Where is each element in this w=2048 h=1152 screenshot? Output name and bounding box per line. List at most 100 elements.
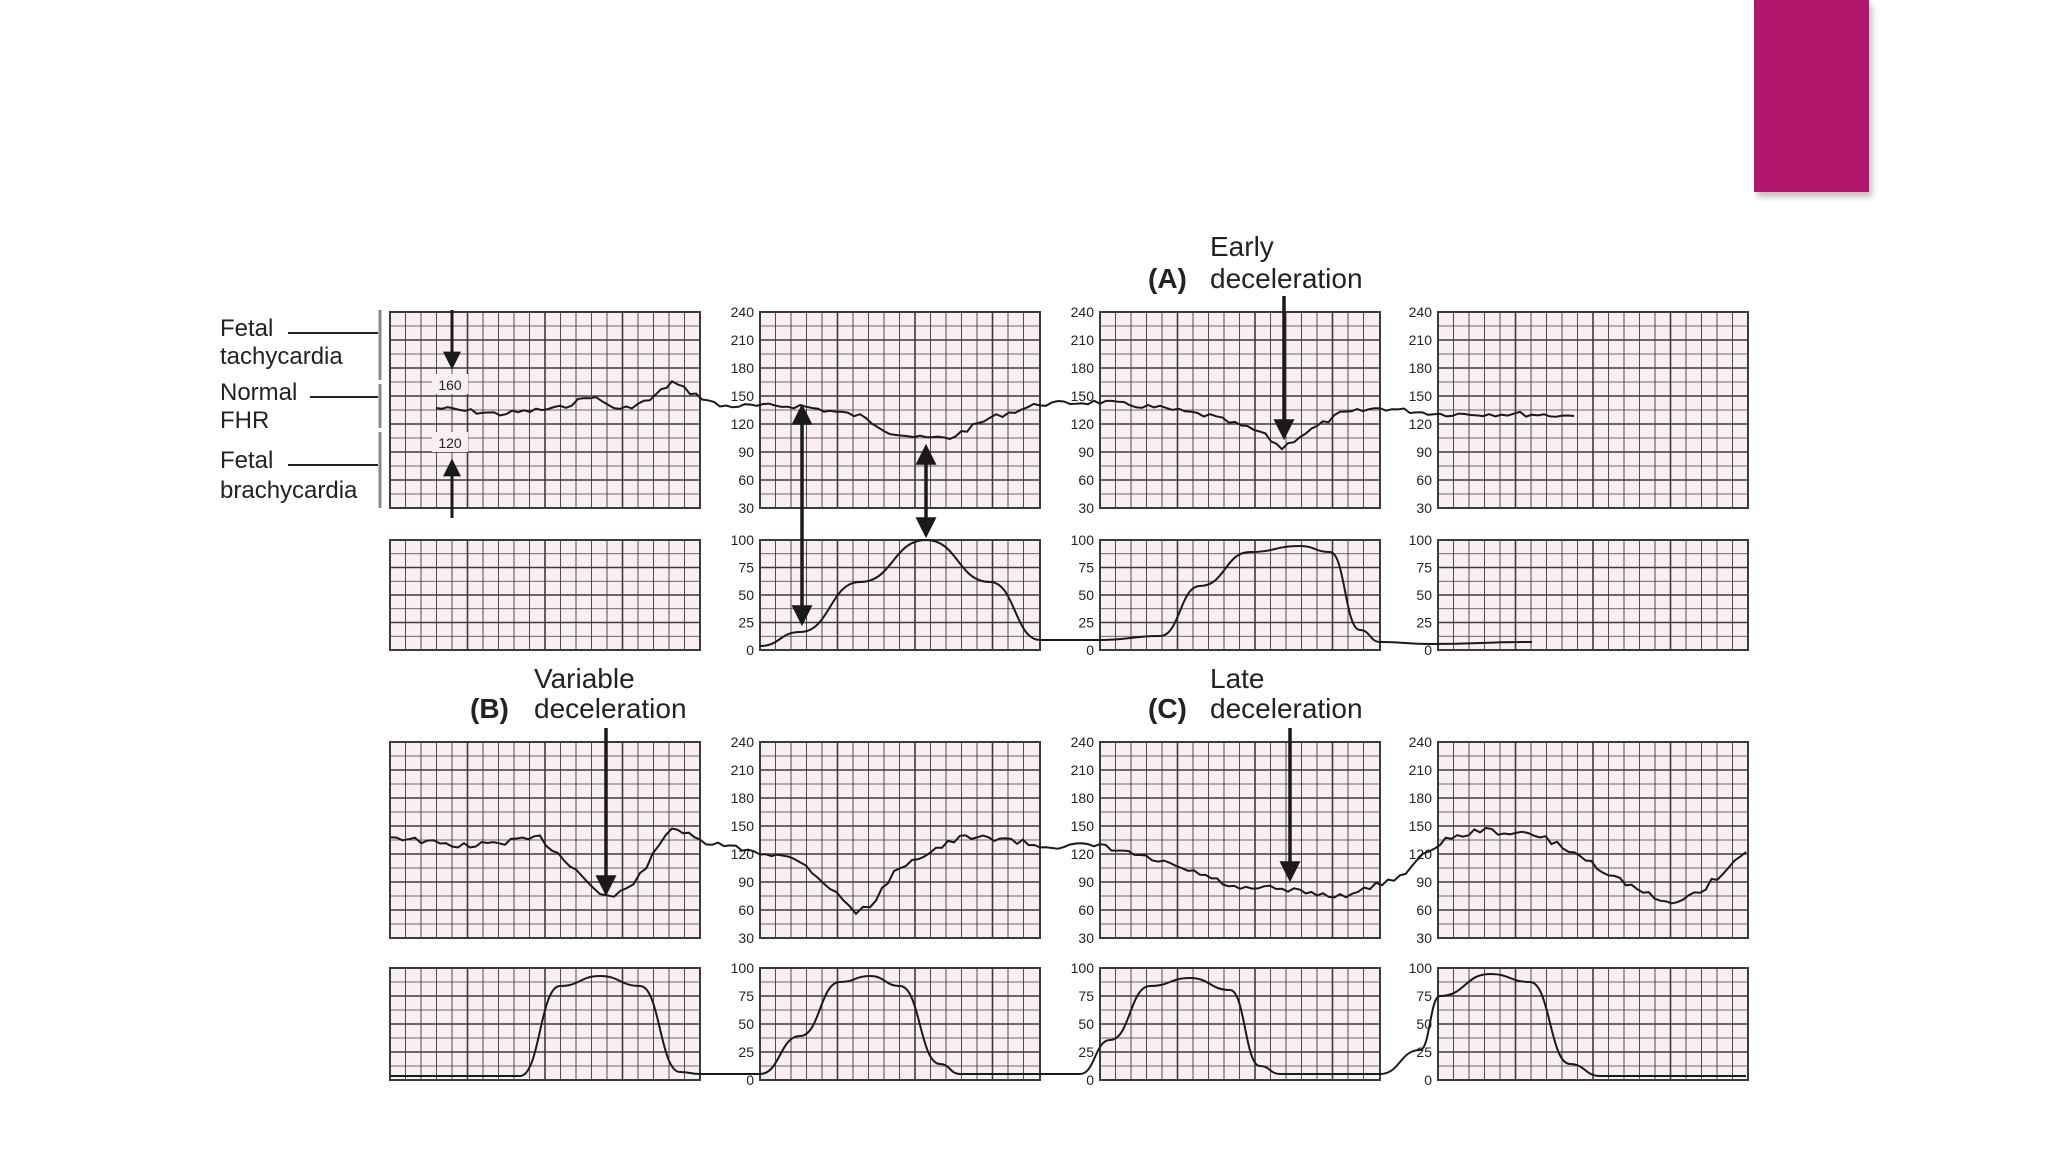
marker-160-box <box>432 374 468 394</box>
panel-a-heading: Early (A) deceleration <box>1148 231 1363 294</box>
tick-label: 30 <box>1416 500 1432 516</box>
tick-label: 210 <box>731 762 755 778</box>
slide-accent-block <box>1754 0 1869 192</box>
tick-label: 60 <box>1416 472 1432 488</box>
strip-grid-r3c2 <box>1099 967 1381 1081</box>
tick-label: 75 <box>738 560 754 576</box>
svg-text:Early: Early <box>1210 231 1274 262</box>
tick-label: 50 <box>1416 587 1432 603</box>
tick-label: 120 <box>1071 416 1095 432</box>
strip-grid-r1c0 <box>389 539 701 651</box>
tick-label: 100 <box>731 532 755 548</box>
tick-label: 240 <box>1071 304 1095 320</box>
tick-label: 240 <box>1409 304 1433 320</box>
svg-text:(B): (B) <box>470 693 509 724</box>
tick-label: 100 <box>1071 532 1095 548</box>
tick-label: 0 <box>746 642 754 658</box>
svg-text:deceleration: deceleration <box>1210 693 1363 724</box>
strip-grid-r2c0 <box>389 741 701 939</box>
strip-grids <box>389 311 1749 1081</box>
tick-label: 240 <box>731 734 755 750</box>
tick-label: 240 <box>1071 734 1095 750</box>
strip-grid-r2c3 <box>1437 741 1749 939</box>
tick-label: 25 <box>738 615 754 631</box>
svg-text:Normal: Normal <box>220 379 297 406</box>
strip-grid-r3c1 <box>759 967 1041 1081</box>
tick-label: 180 <box>1071 790 1095 806</box>
tick-label: 180 <box>1409 360 1433 376</box>
svg-text:FHR: FHR <box>220 407 269 434</box>
tick-label: 50 <box>1078 587 1094 603</box>
tick-label: 150 <box>1409 388 1433 404</box>
fetal-brachycardia-label: Fetal brachycardia <box>220 447 378 504</box>
tick-label: 0 <box>1086 1072 1094 1088</box>
tick-label: 100 <box>1409 532 1433 548</box>
tick-label: 150 <box>1071 388 1095 404</box>
tick-label: 75 <box>738 988 754 1004</box>
tick-label: 150 <box>731 818 755 834</box>
tick-label: 30 <box>1078 930 1094 946</box>
tick-label: 90 <box>738 874 754 890</box>
tick-label: 120 <box>731 846 755 862</box>
tick-label: 0 <box>1424 642 1432 658</box>
strip-grid-r3c0 <box>389 967 701 1081</box>
tick-label: 210 <box>1071 332 1095 348</box>
marker-120-box <box>432 432 468 452</box>
tick-label: 30 <box>738 500 754 516</box>
tick-label: 90 <box>1416 874 1432 890</box>
tick-label: 210 <box>1409 762 1433 778</box>
tick-label: 120 <box>1409 416 1433 432</box>
tick-label: 240 <box>1409 734 1433 750</box>
tick-label: 240 <box>731 304 755 320</box>
strip-grid-r0c2 <box>1099 311 1381 509</box>
tick-label: 0 <box>746 1072 754 1088</box>
tick-label: 100 <box>1071 960 1095 976</box>
tick-label: 30 <box>738 930 754 946</box>
tick-label: 150 <box>731 388 755 404</box>
tick-label: 75 <box>1416 988 1432 1004</box>
tick-label: 75 <box>1078 988 1094 1004</box>
tick-label: 30 <box>1416 930 1432 946</box>
marker-120: 120 <box>438 435 462 451</box>
tick-label: 90 <box>1078 874 1094 890</box>
tick-label: 50 <box>738 1016 754 1032</box>
svg-text:tachycardia: tachycardia <box>220 343 343 370</box>
tick-label: 50 <box>1078 1016 1094 1032</box>
tick-label: 180 <box>1071 360 1095 376</box>
traces <box>389 380 1747 1078</box>
panel-b-heading: Variable (B) deceleration <box>470 663 687 724</box>
tick-label: 60 <box>1416 902 1432 918</box>
svg-text:Fetal: Fetal <box>220 315 273 342</box>
marker-160: 160 <box>438 377 462 393</box>
tick-label: 120 <box>731 416 755 432</box>
strip-grid-r1c2 <box>1099 539 1381 651</box>
panel-c-heading: Late (C) deceleration <box>1148 663 1363 724</box>
svg-text:(C): (C) <box>1148 693 1187 724</box>
tick-label: 25 <box>738 1044 754 1060</box>
tick-label: 120 <box>1071 846 1095 862</box>
tick-label: 90 <box>738 444 754 460</box>
axis-ticks: 240 210 180 150 120 90 60 30 240 210 180 150 120 90 60… <box>731 304 1433 1088</box>
normal-fhr-label: Normal FHR <box>220 379 378 434</box>
strip-grid-r3c3 <box>1437 967 1749 1081</box>
svg-text:deceleration: deceleration <box>534 693 687 724</box>
tick-label: 75 <box>1078 560 1094 576</box>
svg-text:Variable: Variable <box>534 663 635 694</box>
tick-label: 0 <box>1086 642 1094 658</box>
svg-text:brachycardia: brachycardia <box>220 477 358 504</box>
tick-label: 30 <box>1078 500 1094 516</box>
tick-label: 210 <box>1071 762 1095 778</box>
tick-label: 60 <box>1078 902 1094 918</box>
tick-label: 0 <box>1424 1072 1432 1088</box>
tick-label: 150 <box>1071 818 1095 834</box>
tick-label: 75 <box>1416 560 1432 576</box>
tick-label: 90 <box>1416 444 1432 460</box>
tick-label: 120 <box>1409 846 1433 862</box>
tick-label: 25 <box>1416 1044 1432 1060</box>
tick-label: 50 <box>738 587 754 603</box>
tick-label: 150 <box>1409 818 1433 834</box>
uc-trace-variable-late <box>390 972 1746 1078</box>
fhr-trace-early <box>435 380 1575 451</box>
tick-label: 100 <box>731 960 755 976</box>
fetal-tachycardia-label: Fetal tachycardia <box>220 315 378 370</box>
